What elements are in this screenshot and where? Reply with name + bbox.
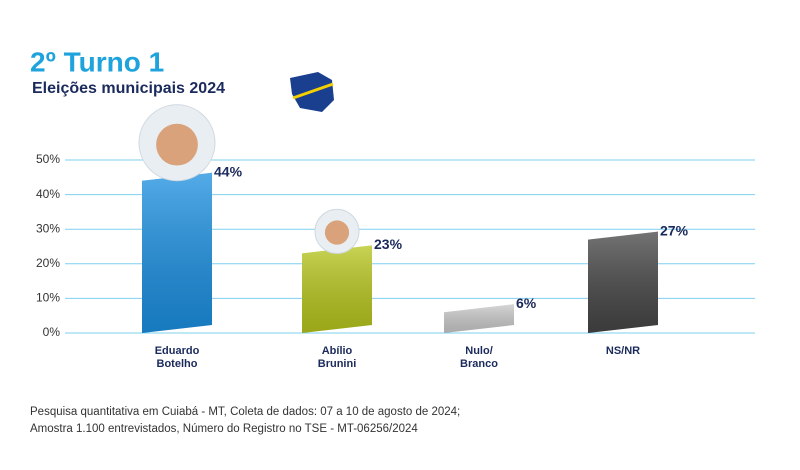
chart-title: 2º Turno 1 (30, 46, 164, 77)
y-tick-label: 50% (36, 152, 60, 166)
value-label: 6% (516, 295, 537, 311)
footnote: Amostra 1.100 entrevistados, Número do R… (30, 423, 418, 435)
value-label: 44% (214, 163, 243, 179)
chart-subtitle: Eleições municipais 2024 (32, 80, 225, 97)
y-tick-label: 20% (36, 256, 60, 270)
value-label: 23% (374, 236, 403, 252)
footnote: Pesquisa quantitativa em Cuiabá - MT, Co… (30, 406, 461, 418)
bar-shade (444, 304, 514, 333)
bar-shade (302, 245, 372, 333)
y-tick-label: 0% (43, 325, 61, 339)
value-label: 27% (660, 222, 689, 238)
x-tick-label: Abílio Brunini (317, 345, 357, 370)
x-tick-label: NS/NR (605, 345, 641, 357)
y-tick-label: 30% (36, 221, 60, 235)
portrait-face (324, 220, 350, 245)
bar-shade (588, 231, 658, 333)
portrait-face (156, 123, 198, 166)
logo-stripe (292, 82, 334, 100)
x-tick-label: Eduardo Botelho (154, 345, 200, 370)
y-tick-label: 40% (36, 187, 60, 201)
x-tick-label: Nulo/ Branco (460, 345, 498, 370)
bar-shade (142, 172, 212, 333)
y-tick-label: 10% (36, 291, 60, 305)
